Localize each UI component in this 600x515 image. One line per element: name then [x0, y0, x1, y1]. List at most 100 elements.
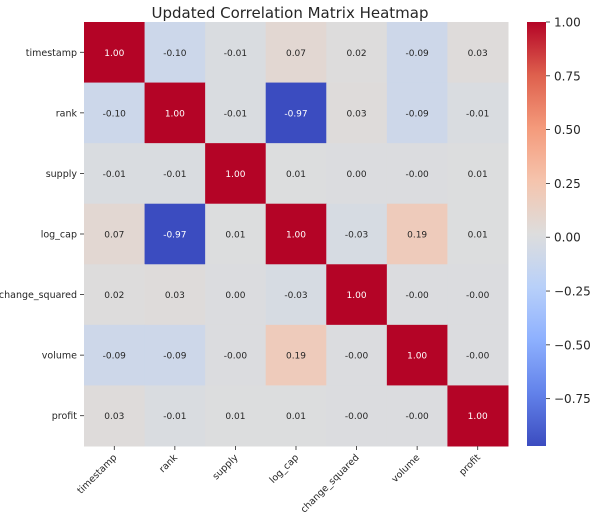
cell-value-label: -0.10: [103, 109, 127, 119]
cell-value-label: -0.09: [405, 109, 429, 119]
cell-value-label: -0.01: [163, 412, 186, 422]
colorbar-tick-label: 0.50: [554, 123, 581, 137]
y-tick-label-change_squared: change_squared: [0, 290, 77, 301]
cell-value-label: 0.01: [286, 412, 306, 422]
heatmap-cell-volume-rank: [144, 324, 206, 386]
heatmap-cell-rank-timestamp: [84, 82, 146, 144]
y-axis-tick-labels: timestamp rank supply log_cap change_squared…: [0, 48, 84, 422]
cell-value-label: 1.00: [407, 352, 427, 362]
x-tick-label-change_squared: change_squared: [299, 452, 362, 515]
y-tick-label-volume: volume: [42, 351, 77, 362]
cell-value-label: -0.97: [163, 230, 186, 240]
colorbar-tick-label: −0.75: [554, 392, 591, 406]
heatmap-cell-profit-log_cap: [265, 385, 327, 447]
cell-value-label: -0.09: [103, 352, 127, 362]
heatmap-cell-timestamp-rank: [144, 22, 206, 84]
heatmap-cell-timestamp-log_cap: [265, 22, 327, 84]
heatmap-cell-profit-rank: [144, 385, 206, 447]
cell-value-label: 0.01: [225, 412, 245, 422]
colorbar-tick-label: 1.00: [554, 16, 581, 30]
cell-value-label: 0.01: [225, 230, 245, 240]
heatmap-cell-profit-supply: [205, 385, 267, 447]
cell-value-label: -0.01: [224, 49, 247, 59]
cell-value-label: 0.02: [104, 291, 124, 301]
y-tick-label-timestamp: timestamp: [26, 48, 77, 59]
x-tick-label-rank: rank: [157, 452, 180, 475]
x-axis-tick-labels: timestamp rank supply log_capchange_squared…: [75, 445, 483, 515]
cell-value-label: 0.03: [104, 412, 124, 422]
heatmap-cell-log_cap-rank: [144, 203, 206, 265]
heatmap-cell-rank-rank: [144, 82, 206, 144]
cell-value-label: 0.00: [347, 170, 367, 180]
heatmap-cell-rank-change_squared: [326, 82, 388, 144]
cell-value-label: 1.00: [104, 49, 124, 59]
y-tick-label-log_cap: log_cap: [41, 229, 77, 240]
heatmap-cell-change_squared-supply: [205, 264, 267, 326]
cell-value-label: 1.00: [286, 230, 306, 240]
heatmap-cell-supply-rank: [144, 143, 206, 205]
heatmap-cell-rank-profit: [447, 82, 509, 144]
heatmap-cell-supply-change_squared: [326, 143, 388, 205]
heatmap-cell-log_cap-supply: [205, 203, 267, 265]
y-tick-label-supply: supply: [46, 169, 78, 180]
x-tick-label-profit: profit: [457, 452, 483, 478]
heatmap-cell-timestamp-timestamp: [84, 22, 146, 84]
heatmap-cell-supply-timestamp: [84, 143, 146, 205]
heatmap-cell-supply-log_cap: [265, 143, 327, 205]
cell-value-label: 1.00: [468, 412, 488, 422]
cell-value-label: -0.09: [163, 352, 187, 362]
cell-value-label: -0.01: [103, 170, 126, 180]
cell-value-label: -0.01: [224, 109, 247, 119]
cell-value-label: 0.19: [286, 352, 306, 362]
heatmap-cell-change_squared-rank: [144, 264, 206, 326]
cell-value-label: -0.03: [284, 291, 307, 301]
heatmap-cell-supply-volume: [386, 143, 448, 205]
heatmap-cell-log_cap-volume: [386, 203, 448, 265]
heatmap-cell-change_squared-volume: [386, 264, 448, 326]
heatmap-cell-volume-profit: [447, 324, 509, 386]
cell-value-label: 0.07: [104, 230, 124, 240]
x-tick-label-volume: volume: [390, 452, 423, 485]
heatmap-cell-timestamp-profit: [447, 22, 509, 84]
x-tick-label-timestamp: timestamp: [75, 452, 119, 496]
x-tick-label-supply: supply: [211, 452, 241, 482]
cell-value-label: 0.07: [286, 49, 306, 59]
cell-value-label: 0.01: [286, 170, 306, 180]
heatmap-cell-rank-supply: [205, 82, 267, 144]
colorbar-gradient: [527, 22, 546, 446]
cell-value-label: 0.19: [407, 230, 427, 240]
y-tick-label-profit: profit: [52, 411, 78, 422]
colorbar-tick-label: 0.00: [554, 231, 581, 245]
colorbar: 1.00 0.75 0.50 0.25 0.00 −0.25 −0.50 −0.75: [527, 16, 591, 446]
heatmap-cell-change_squared-log_cap: [265, 264, 327, 326]
heatmap-cell-profit-timestamp: [84, 385, 146, 447]
heatmap-cell-log_cap-timestamp: [84, 203, 146, 265]
cell-value-label: -0.00: [345, 352, 369, 362]
cell-value-label: -0.00: [345, 412, 369, 422]
cell-value-label: -0.01: [163, 170, 186, 180]
cell-value-label: -0.97: [284, 109, 307, 119]
heatmap-cell-profit-change_squared: [326, 385, 388, 447]
colorbar-tick-label: −0.50: [554, 338, 591, 352]
heatmap-cell-log_cap-profit: [447, 203, 509, 265]
cell-value-label: 0.03: [347, 109, 367, 119]
heatmap-cell-profit-profit: [447, 385, 509, 447]
heatmap-cell-volume-timestamp: [84, 324, 146, 386]
heatmap-cell-change_squared-profit: [447, 264, 509, 326]
x-tick-label-log_cap: log_cap: [268, 452, 301, 485]
heatmap-cell-volume-log_cap: [265, 324, 327, 386]
cell-value-label: 0.03: [165, 291, 185, 301]
colorbar-tick-label: −0.25: [554, 285, 591, 299]
heatmap-cell-log_cap-log_cap: [265, 203, 327, 265]
colorbar-tick-label: 0.25: [554, 177, 581, 191]
heatmap-cell-rank-volume: [386, 82, 448, 144]
heatmap-cell-timestamp-supply: [205, 22, 267, 84]
heatmap-cell-change_squared-change_squared: [326, 264, 388, 326]
heatmap-cell-volume-change_squared: [326, 324, 388, 386]
cell-value-label: -0.00: [405, 291, 429, 301]
heatmap-cell-rank-log_cap: [265, 82, 327, 144]
heatmap-cell-timestamp-change_squared: [326, 22, 388, 84]
heatmap-cells: 1.00 -0.10 -0.01 0.07 0.02 -0.09 0.03 -0.10 1.00…: [84, 22, 509, 447]
colorbar-tick-label: 0.75: [554, 69, 581, 83]
